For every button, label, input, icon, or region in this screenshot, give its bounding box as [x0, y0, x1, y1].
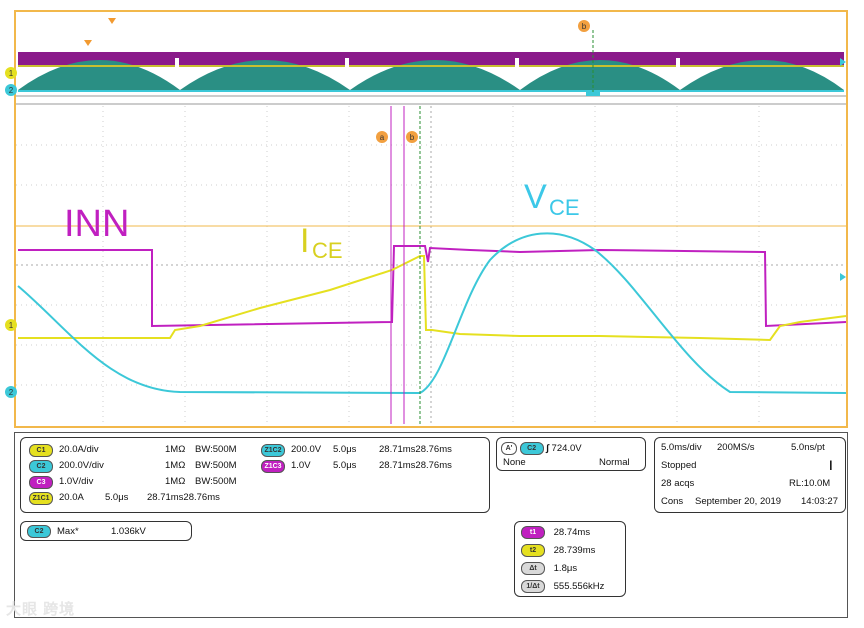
ch1-bandwidth: W:500M	[201, 444, 237, 455]
ch1-marker[interactable]	[5, 319, 17, 331]
cursor-delta-badge: Δt	[521, 562, 545, 575]
cursor-t2-badge[interactable]: t2	[521, 544, 545, 557]
ch1-overview-marker[interactable]	[5, 67, 17, 79]
trigger-level-marker[interactable]	[840, 58, 846, 66]
sample-rate: 200MS/s	[717, 442, 755, 453]
ch2-scale: 200.0V/div	[59, 460, 104, 471]
measure-label: Max*	[57, 526, 79, 537]
acquisition-count: 28 acqs	[661, 478, 695, 489]
overview-vce-trace	[18, 60, 844, 90]
channel-1-row[interactable]: C1 20.0A/div 1MΩ BW:500M	[29, 444, 237, 457]
channel-3-row[interactable]: C3 1.0V/div 1MΩ BW:500M	[29, 476, 237, 489]
z1c2-scale: 200.0V	[291, 444, 322, 455]
cursor-a-marker[interactable]	[376, 131, 388, 143]
cursor-freq-badge: 1/Δt	[521, 580, 545, 593]
waveform-frame	[14, 10, 848, 428]
cursor-readout-panel[interactable]: t1 28.74ms t2 28.739ms Δt 1.8μs 1/Δt 555…	[514, 521, 626, 597]
zoom-z1c2-row[interactable]: Z1C2 200.0V 5.0μs 28.71ms28.76ms	[261, 444, 452, 457]
z1c3-time: 5.0μs	[333, 460, 357, 471]
svg-text:1: 1	[9, 69, 14, 78]
measurement-panel[interactable]: C2 Max* 1.036kV	[20, 521, 192, 541]
run-indicator-icon: ǀ	[829, 458, 833, 473]
measure-value: 1.036kV	[111, 526, 146, 537]
svg-text:a: a	[380, 133, 385, 142]
cursor-t1-badge[interactable]: t1	[521, 526, 545, 539]
cursor-delta-value: 1.8μs	[553, 563, 578, 575]
z1c1-badge[interactable]: Z1C1	[29, 492, 53, 505]
measure-source-badge[interactable]: C2	[27, 525, 51, 538]
cursor-t2-value: 28.739ms	[553, 545, 596, 557]
z1c1-scale: 20.0A	[59, 492, 84, 503]
vce-label: V	[524, 178, 547, 216]
timebase: 5.0ms/div	[661, 442, 702, 453]
channel-2-row[interactable]: C2 200.0V/div 1MΩ BW:500M	[29, 460, 237, 473]
svg-text:1: 1	[9, 321, 14, 330]
waveform-display[interactable]: a b b 1 2 1 2 INN I CE V CE	[0, 0, 864, 432]
acq-mode: Cons	[661, 496, 684, 507]
channel-settings-panel[interactable]: C1 20.0A/div 1MΩ BW:500M C2 200.0V/div 1…	[20, 437, 490, 513]
ch1-scale: 20.0A/div	[59, 444, 99, 455]
zoom-z1c3-row[interactable]: Z1C3 1.0V 5.0μs 28.71ms28.76ms	[261, 460, 452, 473]
z1c3-scale: 1.0V	[291, 460, 311, 471]
z1c1-range: 28.71ms28.76ms	[147, 492, 220, 503]
trigger-source-badge[interactable]: C2	[519, 442, 544, 455]
rising-edge-icon: ∫	[546, 443, 549, 455]
ice-trace	[18, 255, 847, 342]
trigger-a-badge: A'	[501, 442, 517, 455]
ch3-impedance: 1MΩ	[165, 476, 186, 487]
watermark: 大眼 跨境	[6, 601, 76, 618]
ch2-bandwidth: W:500M	[201, 460, 237, 471]
zoom-z1c1-row[interactable]: Z1C1 20.0A 5.0μs 28.71ms28.76ms	[29, 492, 220, 505]
clock-time: 14:03:27	[801, 496, 838, 507]
ch3-badge[interactable]: C3	[29, 476, 53, 489]
cursor-freq-value: 555.556kHz	[553, 581, 605, 593]
z1c3-badge[interactable]: Z1C3	[261, 460, 285, 473]
ch3-scale: 1.0V/div	[59, 476, 94, 487]
svg-text:2: 2	[9, 86, 14, 95]
date: September 20, 2019	[695, 496, 782, 507]
ch1-impedance: 1MΩ	[165, 444, 186, 455]
z1c2-range: 28.71ms28.76ms	[379, 444, 452, 455]
z1c3-range: 28.71ms28.76ms	[379, 460, 452, 471]
ch2-badge[interactable]: C2	[29, 460, 53, 473]
ch3-bandwidth: W:500M	[201, 476, 237, 487]
z1c2-badge[interactable]: Z1C2	[261, 444, 285, 457]
svg-text:2: 2	[9, 388, 14, 397]
record-length: RL:10.0M	[789, 478, 831, 489]
cursor-b-marker[interactable]	[406, 131, 418, 143]
ch1-badge[interactable]: C1	[29, 444, 53, 457]
z1c1-time: 5.0μs	[105, 492, 129, 503]
inn-label: INN	[64, 203, 129, 245]
time-per-point: 5.0ns/pt	[791, 442, 825, 453]
trigger-panel[interactable]: A' C2 ∫ 724.0V None Normal	[496, 437, 646, 471]
overview-strip	[16, 18, 846, 105]
overview-cursor-b-marker[interactable]	[578, 20, 590, 32]
svg-text:b: b	[410, 133, 415, 142]
cursor-t1-value: 28.74ms	[553, 527, 591, 539]
trigger-type: Normal	[599, 457, 630, 468]
ice-label-sub: CE	[312, 238, 343, 263]
inn-trace	[18, 245, 847, 328]
ch2-overview-marker[interactable]	[5, 84, 17, 96]
run-state[interactable]: Stopped	[661, 460, 697, 471]
ch2-marker[interactable]	[5, 386, 17, 398]
graticule	[16, 106, 846, 424]
ice-label: I	[300, 222, 309, 260]
z1c2-time: 5.0μs	[333, 444, 357, 455]
acquisition-panel[interactable]: 5.0ms/div 200MS/s 5.0ns/pt Stopped ǀ 28 …	[654, 437, 846, 513]
trigger-level: 724.0V	[551, 443, 582, 455]
trigger-mode: None	[503, 457, 526, 468]
svg-text:b: b	[582, 22, 587, 31]
vce-trace	[17, 232, 847, 395]
ch2-offset-marker[interactable]	[840, 273, 846, 281]
ch2-impedance: 1MΩ	[165, 460, 186, 471]
vce-label-sub: CE	[549, 195, 580, 220]
